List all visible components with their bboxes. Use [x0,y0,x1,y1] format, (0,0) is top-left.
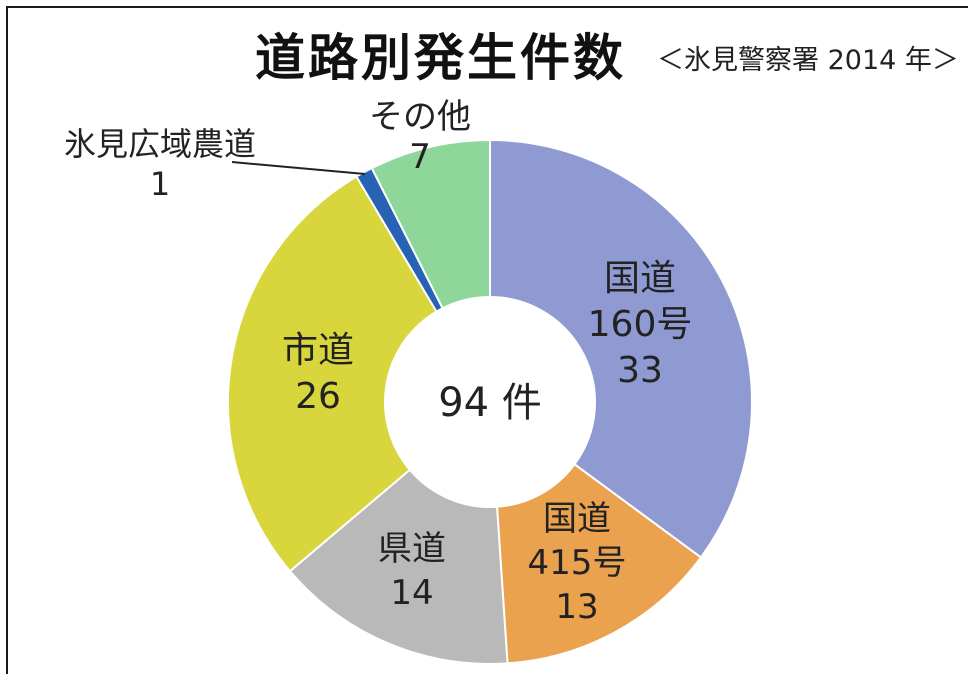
slice-label-5-1: 7 [409,137,431,177]
slice-label-4-1: 1 [150,165,170,203]
center-total-label: 94 件 [438,380,542,426]
donut-slice-1 [495,462,703,665]
leader-line [231,161,366,175]
donut-slice-5 [370,138,491,310]
slice-label-0-1: 160号 [588,304,693,345]
slice-label-3-1: 26 [295,376,341,417]
chart-frame [6,6,968,674]
slice-label-1-1: 415号 [528,543,627,583]
slice-label-0-2: 33 [617,350,663,391]
slice-label-5-0: その他 [369,97,471,137]
slice-label-4-0: 氷見広域農道 [64,125,256,163]
slice-label-0-0: 国道 [604,258,676,299]
slice-label-3-0: 市道 [282,330,354,371]
chart-subtitle: ＜氷見警察署 2014 年＞ [657,45,959,76]
chart-title: 道路別発生件数 [255,29,626,87]
slice-label-2-1: 14 [390,573,433,613]
donut-slice-0 [489,138,753,559]
donut-slice-2 [288,468,509,665]
slice-label-2-0: 県道 [378,529,446,569]
donut-slice-3 [227,175,438,573]
slice-label-1-2: 13 [555,587,598,627]
slice-label-1-0: 国道 [543,499,611,539]
